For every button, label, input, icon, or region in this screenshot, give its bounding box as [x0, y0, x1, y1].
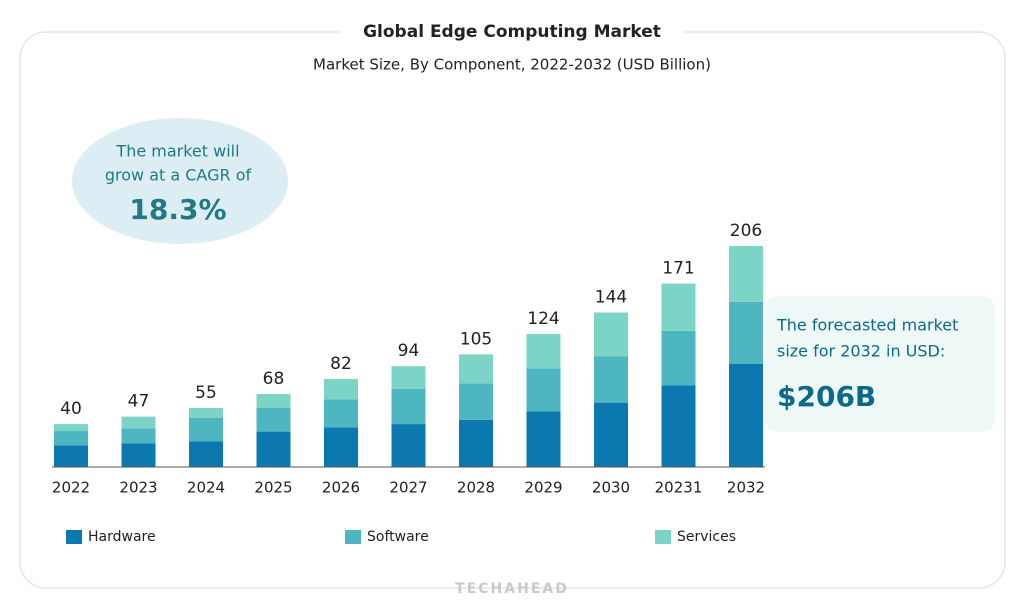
bar-segment [189, 407, 223, 418]
bar-segment [391, 388, 426, 425]
bar-segment [729, 246, 763, 302]
forecast-text: size for 2032 in USD: [777, 342, 945, 361]
bar-segment [256, 407, 291, 432]
bar-segment [526, 411, 561, 467]
total-label: 40 [60, 399, 82, 419]
bar-segment [729, 364, 763, 467]
forecast-text: The forecasted market [776, 316, 958, 335]
x-tick-label: 2024 [187, 479, 225, 497]
total-label: 55 [195, 383, 217, 403]
bar-segment [594, 356, 628, 403]
bar-segment [594, 402, 628, 467]
bar-segment [54, 424, 88, 432]
total-label: 171 [662, 259, 694, 279]
bar-segment [391, 424, 426, 467]
legend-label: Hardware [88, 529, 156, 545]
bar-segment [594, 312, 628, 357]
x-tick-label: 2028 [457, 479, 495, 497]
cagr-value: 18.3% [129, 193, 226, 226]
bar-segment [729, 301, 763, 365]
legend-swatch [345, 530, 361, 544]
x-tick-label: 20231 [655, 479, 703, 497]
total-label: 82 [330, 354, 352, 374]
bar-segment [661, 330, 696, 386]
chart-subtitle: Market Size, By Component, 2022-2032 (US… [313, 56, 711, 74]
total-label: 124 [527, 309, 559, 329]
bar-segment [324, 379, 358, 400]
forecast-panel [765, 296, 995, 432]
bar-segment [54, 445, 88, 467]
bar-segment [661, 385, 696, 467]
bar-segment [121, 443, 156, 467]
total-label: 47 [128, 392, 150, 412]
bar-segment [189, 417, 223, 442]
watermark: TECHAHEAD [455, 581, 569, 597]
bar-segment [256, 394, 291, 408]
x-tick-label: 2027 [389, 479, 427, 497]
forecast-value: $206B [777, 380, 876, 413]
bar-segment [256, 431, 291, 467]
bar-segment [189, 441, 223, 467]
x-tick-label: 2025 [254, 479, 292, 497]
total-label: 144 [595, 288, 627, 308]
legend-swatch [66, 530, 82, 544]
x-tick-label: 2026 [322, 479, 360, 497]
title-bg [340, 18, 684, 46]
bar-segment [526, 333, 561, 369]
cagr-text: The market will [115, 142, 239, 161]
x-tick-label: 2032 [727, 479, 765, 497]
cagr-bubble [72, 118, 288, 244]
total-label: 206 [730, 221, 762, 241]
total-label: 68 [263, 369, 285, 389]
legend-label: Software [367, 529, 429, 545]
bar-segment [324, 427, 358, 467]
total-label: 94 [398, 341, 420, 361]
bar-segment [391, 366, 426, 389]
bar-segment [121, 428, 156, 444]
x-tick-label: 2022 [52, 479, 90, 497]
cagr-text: grow at a CAGR of [105, 166, 252, 185]
bar-segment [459, 419, 493, 467]
bar-segment [459, 354, 493, 384]
total-label: 105 [460, 329, 492, 349]
bar-segment [459, 383, 493, 420]
chart-title: Global Edge Computing Market [363, 22, 661, 42]
bar-segment [54, 431, 88, 446]
bar-segment [121, 416, 156, 429]
legend-swatch [655, 530, 671, 544]
x-tick-label: 2030 [592, 479, 630, 497]
legend-label: Services [677, 529, 736, 545]
x-tick-label: 2023 [119, 479, 157, 497]
bar-segment [324, 399, 358, 428]
bar-segment [526, 368, 561, 412]
x-tick-label: 2029 [524, 479, 562, 497]
bar-segment [661, 283, 696, 331]
